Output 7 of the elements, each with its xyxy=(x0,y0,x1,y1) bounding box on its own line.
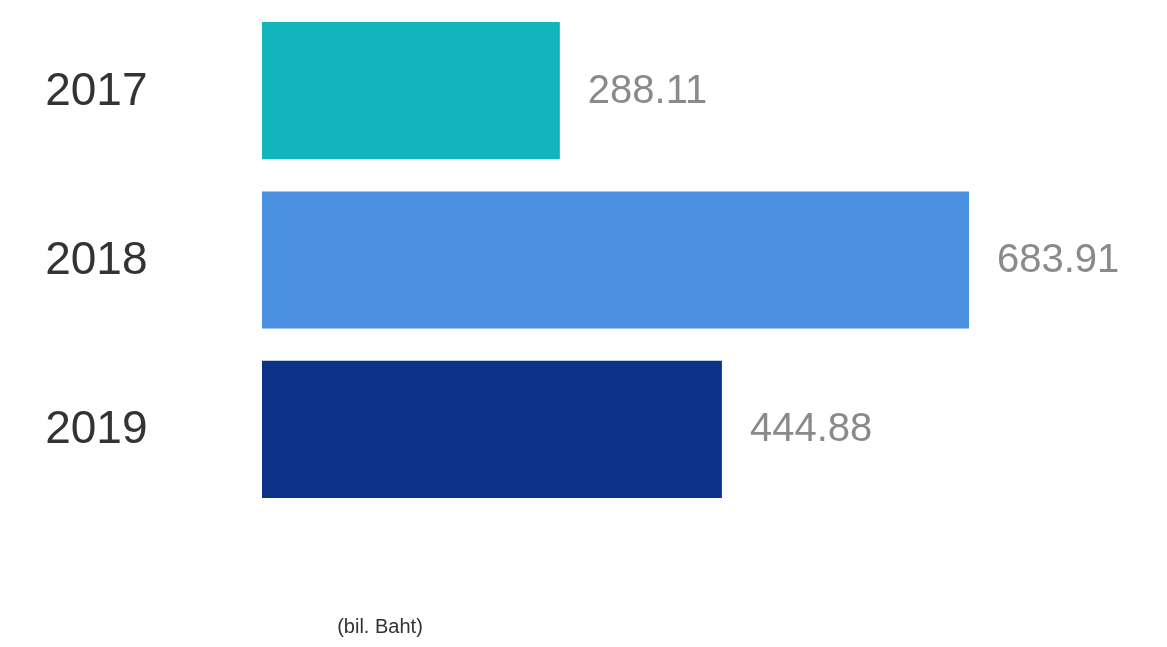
text: (bil. Baht) xyxy=(337,615,423,637)
data-label: 444.88 xyxy=(749,405,873,450)
data-label: 288.11 xyxy=(587,66,708,111)
data-label: 683.91 xyxy=(997,236,1120,280)
y-tick-label: 2019 xyxy=(45,401,148,454)
y-tick-label: 2017 xyxy=(45,62,148,115)
y-tick-label: 2018 xyxy=(45,232,148,284)
